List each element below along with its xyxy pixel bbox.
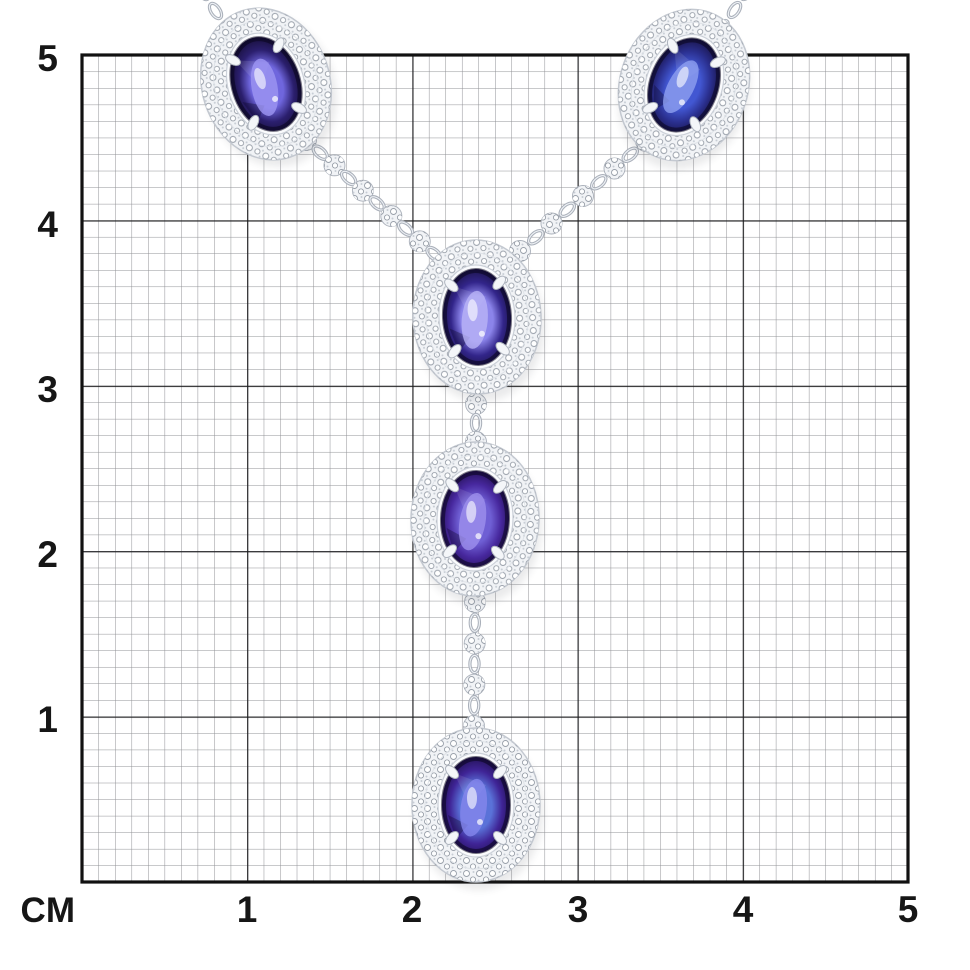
chain-ring-highlight xyxy=(469,613,480,632)
pendant-top-left xyxy=(199,7,337,167)
pendant-center xyxy=(412,239,545,402)
chain-pave-texture xyxy=(409,230,431,252)
chain-pave-texture xyxy=(572,185,594,207)
gem-facet-dark xyxy=(449,328,471,353)
prong xyxy=(493,479,508,494)
prong xyxy=(445,831,459,845)
y-axis-label-3: 3 xyxy=(37,369,58,410)
y-axis-labels: 5 4 3 2 1 xyxy=(37,38,58,740)
chain-ring-highlight xyxy=(559,202,575,217)
x-axis-label-1: 1 xyxy=(237,889,258,930)
prong xyxy=(492,275,507,290)
prong xyxy=(490,545,505,560)
halo-row-divider xyxy=(423,454,527,584)
prong xyxy=(689,116,702,133)
gem-rim xyxy=(439,470,511,568)
gem-rim xyxy=(647,37,721,133)
chain-pave-texture xyxy=(541,213,562,234)
prong xyxy=(247,114,260,131)
prong xyxy=(666,37,679,54)
gem-glint-top xyxy=(676,66,689,88)
prong xyxy=(493,831,507,845)
chain-pave-texture xyxy=(464,632,486,654)
gem-glint-top xyxy=(467,787,477,809)
prong xyxy=(225,54,241,66)
unit-label-cm: СМ xyxy=(21,891,76,930)
gem-glint-top xyxy=(466,500,477,523)
prong xyxy=(445,765,459,779)
chain-ring-highlight xyxy=(469,696,480,715)
prong xyxy=(447,344,462,359)
chain-pave-texture xyxy=(323,154,345,176)
gem-glint-top xyxy=(254,68,266,90)
x-axis-labels: СМ 1 2 3 4 5 xyxy=(21,889,919,930)
chain-ring-highlight xyxy=(528,230,544,245)
prong xyxy=(642,102,659,114)
pendant-drop-middle xyxy=(410,441,542,605)
chain-pave-texture xyxy=(380,205,402,227)
pendant-drop-bottom xyxy=(411,727,543,890)
prong xyxy=(442,544,457,559)
gem-glint-bottom xyxy=(475,533,482,540)
prong xyxy=(445,478,460,493)
y-axis-label-2: 2 xyxy=(37,534,58,575)
chain-pave-texture xyxy=(352,180,374,202)
chain-ring-highlight xyxy=(208,2,223,20)
prong xyxy=(495,341,510,356)
y-axis-label-4: 4 xyxy=(37,204,58,245)
x-axis-label-3: 3 xyxy=(568,889,589,930)
prong xyxy=(709,56,726,68)
gem-rim xyxy=(441,756,511,854)
chain-pave-texture xyxy=(604,158,625,179)
chain-ring-highlight xyxy=(591,175,607,190)
prong xyxy=(493,765,507,779)
gem-glint-top xyxy=(467,299,478,322)
y-axis-label-1: 1 xyxy=(37,699,58,740)
sapphire-diamond-necklace xyxy=(195,0,755,890)
chain-ring-highlight xyxy=(727,1,742,19)
x-axis-label-2: 2 xyxy=(402,889,423,930)
gem-glint-bottom xyxy=(272,95,279,102)
gem-glint-bottom xyxy=(477,819,483,825)
prong xyxy=(272,37,285,54)
gem-facet-dark xyxy=(446,528,467,553)
gem-glint-bottom xyxy=(478,330,485,337)
halo-row-divider xyxy=(425,252,529,382)
gem-rim xyxy=(441,268,513,366)
gem-glint-bottom xyxy=(678,99,685,106)
halo-row-divider xyxy=(424,740,528,870)
x-axis-label-4: 4 xyxy=(733,889,754,930)
chain-pave-texture xyxy=(463,674,485,696)
prong xyxy=(291,102,307,114)
y-axis-label-5: 5 xyxy=(37,38,58,79)
gem-facet-dark xyxy=(448,815,468,839)
chain-ring-highlight xyxy=(469,654,480,674)
prong xyxy=(444,278,459,293)
x-axis-label-5: 5 xyxy=(898,889,919,930)
pendant-top-right xyxy=(617,8,751,170)
